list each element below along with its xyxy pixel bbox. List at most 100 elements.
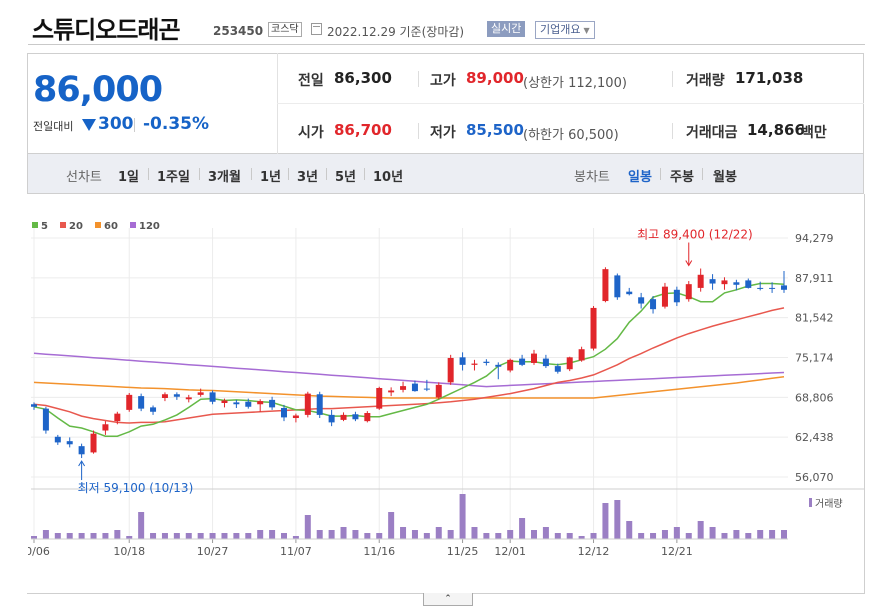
volume-bar — [269, 530, 276, 539]
candle-body — [709, 279, 716, 284]
volume-bar — [31, 536, 37, 539]
separator — [418, 123, 419, 139]
corp-info-dropdown[interactable]: 기업개요 ▼ — [535, 21, 595, 39]
volume-bar — [197, 533, 204, 539]
volume-legend-label: 거래량 — [815, 498, 843, 510]
x-tick-label: 12/12 — [578, 545, 610, 558]
tab-1y[interactable]: 1년 — [260, 170, 282, 185]
calendar-icon — [311, 23, 322, 35]
volume-bar — [138, 512, 145, 539]
x-tick-label: 12/01 — [494, 545, 526, 558]
volume-bar — [673, 527, 680, 539]
candle-body — [757, 287, 764, 289]
candle-body — [221, 400, 228, 404]
ma120-line — [33, 352, 785, 388]
candle-body — [233, 402, 240, 405]
amount-unit: 백만 — [801, 125, 827, 141]
tab-separator — [148, 168, 149, 180]
tab-3y[interactable]: 3년 — [297, 170, 319, 185]
volume-bar — [542, 527, 549, 539]
candle-body — [769, 287, 776, 289]
volume-bar — [650, 533, 657, 539]
volume-bar — [423, 533, 430, 539]
candle-body — [90, 433, 97, 453]
volume-bar — [352, 530, 359, 539]
market-badge: 코스닥 — [268, 22, 302, 37]
volume-bar — [376, 533, 383, 539]
volume-bar — [459, 494, 466, 539]
candle-body — [281, 408, 287, 418]
volume-bar — [721, 533, 728, 539]
amount-label: 거래대금 — [686, 125, 738, 141]
candle-body — [411, 383, 418, 392]
volume-bar — [257, 530, 264, 539]
x-tick-label: 11/25 — [447, 545, 479, 558]
high-label: 고가 — [430, 73, 456, 89]
quote-date: 2022.12.29 기준(장마감) — [327, 25, 465, 39]
tab-3m[interactable]: 3개월 — [208, 170, 241, 185]
candle-body — [483, 361, 490, 363]
volume-bar — [245, 533, 252, 539]
collapse-chart-button[interactable]: ⌃ — [423, 593, 473, 606]
legend-label: 20 — [69, 221, 83, 232]
tab-separator — [364, 168, 365, 180]
tab-daily[interactable]: 일봉 — [628, 170, 652, 185]
volume-bar — [769, 530, 776, 539]
candle-body — [626, 291, 633, 295]
chart-area: 5 20 60 120 거래량 94,279 87,911 81,542 75,174 68,… — [18, 194, 865, 594]
volume-bar — [78, 533, 85, 539]
volume-bar — [661, 530, 668, 539]
candle-body — [602, 269, 609, 302]
x-tick-label: 11/07 — [280, 545, 312, 558]
open-label: 시가 — [298, 125, 324, 141]
candle-body — [42, 408, 49, 431]
y-tick-label: 56,070 — [795, 471, 834, 484]
low-value: 85,500 — [466, 121, 524, 139]
upper-limit: (상한가 112,100) — [523, 76, 627, 91]
y-tick-label: 68,806 — [795, 391, 834, 404]
volume-bar — [185, 533, 192, 539]
volume-bar — [626, 521, 633, 539]
candle-body — [471, 363, 478, 365]
volume-value: 171,038 — [735, 69, 804, 87]
candle-body — [304, 393, 311, 415]
current-price: 86,000 — [33, 70, 163, 110]
candle-body — [78, 446, 85, 455]
tab-1w[interactable]: 1주일 — [157, 170, 190, 185]
candle-body — [138, 396, 145, 409]
tab-separator — [660, 168, 661, 180]
candle-body — [435, 384, 442, 398]
candle-body — [745, 280, 752, 288]
x-tick-label: 12/21 — [661, 545, 693, 558]
volume-label: 거래량 — [686, 73, 725, 89]
volume-bar — [126, 536, 133, 539]
legend-label: 60 — [104, 221, 118, 232]
realtime-button[interactable]: 실시간 — [487, 21, 526, 37]
stock-code: 253450 — [213, 24, 264, 38]
candle-body — [495, 364, 502, 367]
volume-bar — [364, 533, 371, 539]
tab-monthly[interactable]: 월봉 — [713, 170, 737, 185]
candle-body — [721, 280, 728, 285]
amount-value: 14,866 — [747, 121, 805, 139]
tab-5y[interactable]: 5년 — [335, 170, 357, 185]
tab-weekly[interactable]: 주봉 — [670, 170, 694, 185]
tab-1d[interactable]: 1일 — [118, 170, 140, 185]
candle-body — [185, 397, 192, 400]
lower-limit: (하한가 60,500) — [523, 128, 619, 143]
tab-10y[interactable]: 10년 — [373, 170, 404, 185]
legend-swatch — [130, 222, 136, 228]
volume-bar — [161, 533, 168, 539]
prev-close-label: 전일 — [298, 73, 324, 89]
volume-bar — [495, 533, 502, 539]
candle-body — [209, 392, 216, 402]
volume-bar — [733, 530, 740, 539]
tab-separator — [199, 168, 200, 180]
y-tick-label: 75,174 — [795, 352, 834, 365]
diff-separator — [134, 118, 135, 132]
candle-body — [673, 289, 680, 303]
candle-body — [590, 307, 597, 349]
separator — [672, 71, 673, 87]
volume-bar — [388, 512, 395, 539]
candle-body — [126, 394, 133, 410]
